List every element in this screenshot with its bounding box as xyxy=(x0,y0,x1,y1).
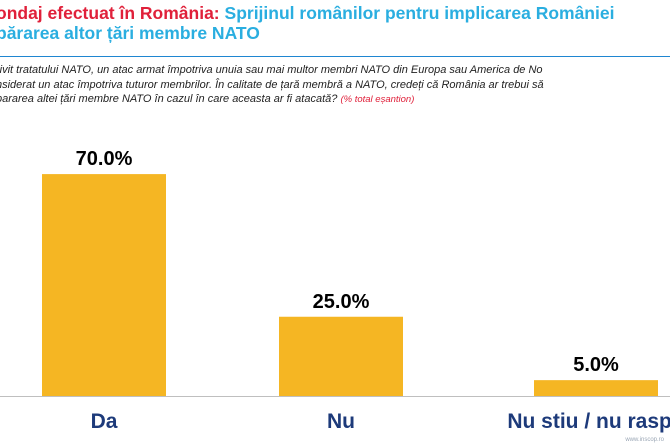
question-line-1: rivit tratatului NATO, un atac armat împ… xyxy=(0,64,543,76)
title-line-1: ondaj efectuat în România: Sprijinul rom… xyxy=(0,3,670,23)
bar-0 xyxy=(42,174,166,396)
bar-1 xyxy=(279,316,403,396)
survey-question: rivit tratatului NATO, un atac armat împ… xyxy=(0,63,670,108)
category-label-2: Nu stiu / nu raspu xyxy=(507,410,670,433)
watermark: www.inscop.ro xyxy=(625,437,664,443)
bar-2 xyxy=(534,380,658,396)
title-blue-part: Sprijinul românilor pentru implicarea Ro… xyxy=(224,3,615,23)
value-label-2: 5.0% xyxy=(573,354,619,376)
chart-title: ondaj efectuat în România: Sprijinul rom… xyxy=(0,3,670,43)
title-line-2: părarea altor țări membre NATO xyxy=(0,23,260,43)
sample-note: (% total eșantion) xyxy=(340,94,415,105)
title-red-part: ondaj efectuat în România: xyxy=(0,3,220,23)
header-divider xyxy=(0,56,670,57)
value-label-1: 25.0% xyxy=(313,291,370,313)
value-label-0: 70.0% xyxy=(76,148,133,170)
question-line-3: pararea altei țări membre NATO în cazul … xyxy=(0,92,670,108)
category-label-1: Nu xyxy=(327,410,355,433)
category-label-0: Da xyxy=(91,410,118,433)
question-line-3-text: pararea altei țări membre NATO în cazul … xyxy=(0,93,338,105)
question-line-2: nsiderat un atac împotriva tuturor membr… xyxy=(0,78,544,91)
